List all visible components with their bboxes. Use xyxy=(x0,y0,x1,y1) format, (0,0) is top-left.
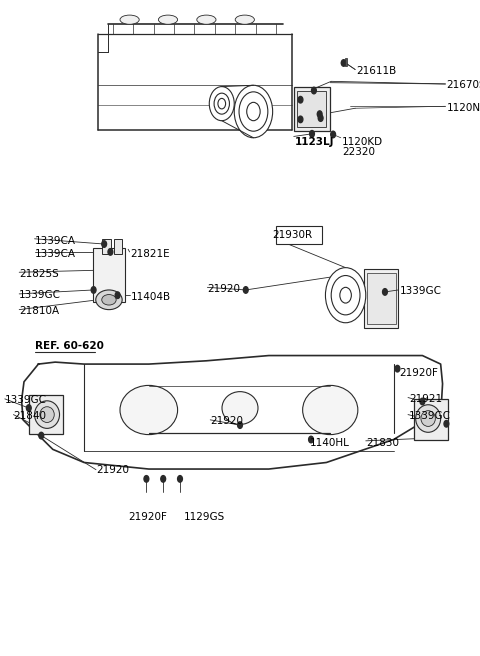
Ellipse shape xyxy=(35,401,60,428)
Ellipse shape xyxy=(158,15,178,24)
Circle shape xyxy=(91,287,96,293)
Ellipse shape xyxy=(325,268,366,323)
Circle shape xyxy=(39,432,44,439)
Bar xyxy=(93,248,125,302)
Text: 21921: 21921 xyxy=(409,394,442,404)
Text: 1339CA: 1339CA xyxy=(35,249,75,259)
Circle shape xyxy=(317,111,322,117)
Ellipse shape xyxy=(120,385,178,434)
Text: 1339GC: 1339GC xyxy=(409,411,451,421)
Text: 1123LJ: 1123LJ xyxy=(295,136,334,147)
Ellipse shape xyxy=(234,85,273,138)
Ellipse shape xyxy=(222,392,258,424)
Ellipse shape xyxy=(40,407,54,422)
Ellipse shape xyxy=(247,102,260,121)
Text: 21840: 21840 xyxy=(13,411,47,421)
Bar xyxy=(297,91,326,127)
Ellipse shape xyxy=(209,87,234,121)
Text: 1120KD: 1120KD xyxy=(342,136,383,147)
Text: 21821E: 21821E xyxy=(131,249,170,259)
Text: 22320: 22320 xyxy=(342,147,375,157)
Ellipse shape xyxy=(239,92,268,131)
Ellipse shape xyxy=(235,15,254,24)
Circle shape xyxy=(26,405,31,411)
Ellipse shape xyxy=(96,290,122,310)
Text: 1339CA: 1339CA xyxy=(35,236,75,246)
Text: 1339GC: 1339GC xyxy=(5,395,47,405)
Circle shape xyxy=(383,289,387,295)
Text: 21830: 21830 xyxy=(366,438,399,448)
Text: 1120NY: 1120NY xyxy=(446,103,480,113)
Text: 21810A: 21810A xyxy=(19,306,60,316)
Text: 21920F: 21920F xyxy=(129,512,168,522)
Circle shape xyxy=(238,422,242,428)
Text: 21930R: 21930R xyxy=(273,230,313,240)
Bar xyxy=(367,273,396,324)
Circle shape xyxy=(309,436,313,443)
Text: 21920F: 21920F xyxy=(399,367,438,378)
Text: 1339GC: 1339GC xyxy=(19,290,61,300)
Bar xyxy=(102,239,111,254)
Bar xyxy=(414,399,448,440)
Ellipse shape xyxy=(102,295,116,305)
Text: 21611B: 21611B xyxy=(356,66,396,76)
Text: 1140HL: 1140HL xyxy=(310,438,349,448)
Text: 21920: 21920 xyxy=(210,416,243,426)
Bar xyxy=(114,239,122,254)
Ellipse shape xyxy=(421,411,435,426)
Text: 21920: 21920 xyxy=(96,464,129,475)
Circle shape xyxy=(310,131,314,137)
Circle shape xyxy=(318,115,323,121)
Text: 1339GC: 1339GC xyxy=(399,286,441,297)
Circle shape xyxy=(298,96,303,103)
Ellipse shape xyxy=(340,287,351,303)
Ellipse shape xyxy=(416,405,441,432)
Circle shape xyxy=(420,398,425,405)
Circle shape xyxy=(102,241,107,247)
Text: 21670S: 21670S xyxy=(446,80,480,91)
Bar xyxy=(276,226,322,244)
Ellipse shape xyxy=(218,98,226,109)
Circle shape xyxy=(444,420,449,427)
Ellipse shape xyxy=(120,15,139,24)
Circle shape xyxy=(395,365,400,372)
Bar xyxy=(345,58,347,66)
Ellipse shape xyxy=(302,385,358,434)
Text: 21825S: 21825S xyxy=(19,269,59,279)
Bar xyxy=(294,87,330,131)
Circle shape xyxy=(144,476,149,482)
Circle shape xyxy=(312,87,316,94)
Ellipse shape xyxy=(331,276,360,315)
Circle shape xyxy=(161,476,166,482)
Text: 1129GS: 1129GS xyxy=(183,512,225,522)
Ellipse shape xyxy=(197,15,216,24)
Circle shape xyxy=(178,476,182,482)
Text: 21920: 21920 xyxy=(207,283,240,294)
Text: REF. 60-620: REF. 60-620 xyxy=(35,341,103,352)
Bar xyxy=(29,395,63,434)
Circle shape xyxy=(243,287,248,293)
Ellipse shape xyxy=(214,93,229,114)
Bar xyxy=(364,269,398,328)
Circle shape xyxy=(298,116,303,123)
Circle shape xyxy=(341,60,346,66)
Circle shape xyxy=(331,131,336,138)
Circle shape xyxy=(108,249,113,255)
Text: 11404B: 11404B xyxy=(131,291,171,302)
Circle shape xyxy=(115,292,120,298)
